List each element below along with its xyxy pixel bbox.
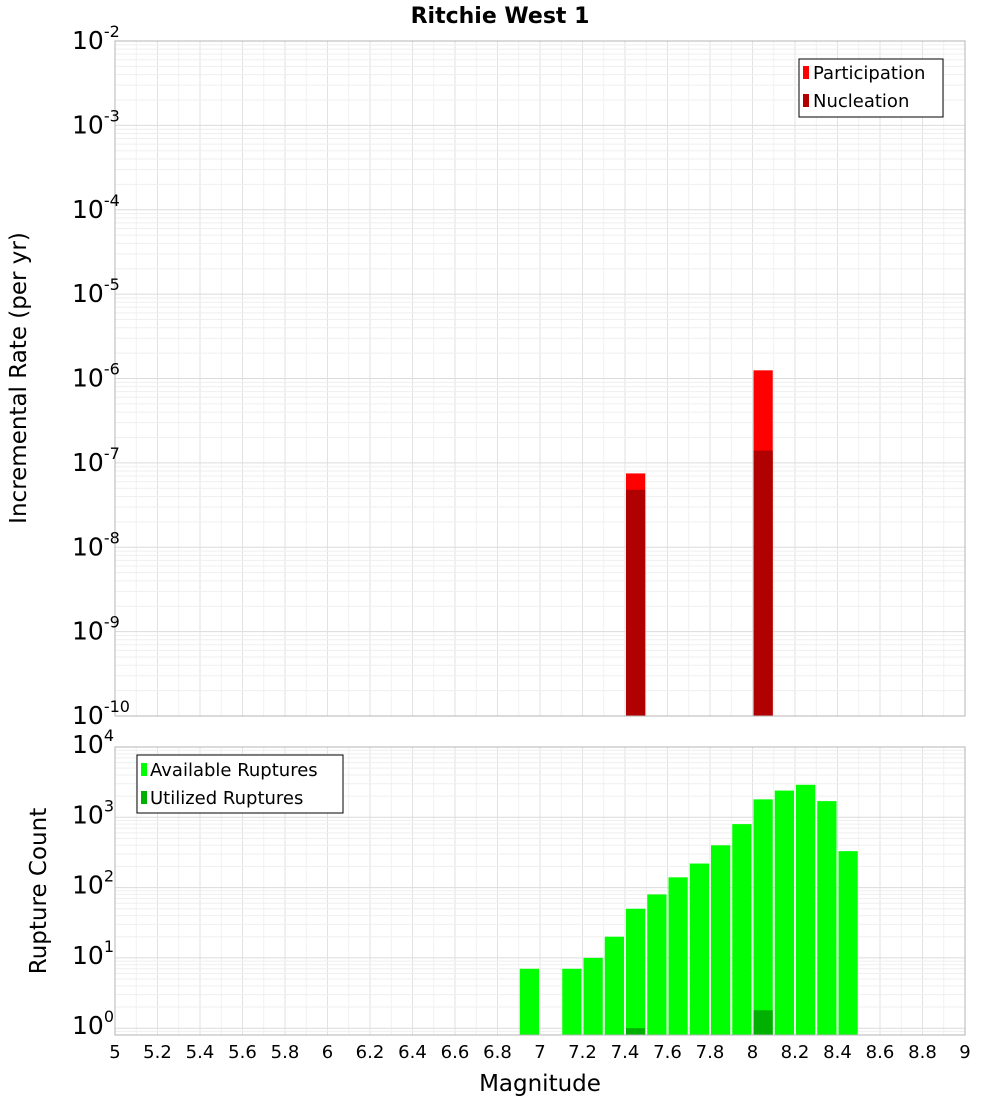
count-bar-available-ruptures bbox=[583, 957, 603, 1035]
count-y-tick-label: 103 bbox=[72, 796, 114, 829]
count-y-tick-label: 101 bbox=[72, 937, 114, 970]
count-bar-available-ruptures bbox=[647, 894, 667, 1035]
x-tick-label: 5.8 bbox=[271, 1042, 300, 1063]
rate-y-tick-label: 10-6 bbox=[72, 360, 120, 393]
rate-y-tick-label: 10-4 bbox=[72, 191, 120, 224]
utilized-legend-label: Utilized Ruptures bbox=[150, 788, 303, 809]
count-bar-available-ruptures bbox=[838, 851, 858, 1035]
rate-legend: Participation Nucleation bbox=[798, 58, 944, 118]
magnitude-x-ticks: 5 5.2 5.4 5.6 5.8 6 6.2 6.4 6.6 6.8 7 7.2 7.4 7.6 7.8 8… bbox=[109, 1042, 970, 1063]
count-bar-available-ruptures bbox=[711, 845, 731, 1035]
x-tick-label: 8.8 bbox=[908, 1042, 937, 1063]
count-bar-utilized-ruptures bbox=[753, 1010, 773, 1035]
count-y-ticks: 100 101 102 103 104 bbox=[72, 726, 114, 1040]
rate-y-ticks: 10-10 10-9 10-8 10-7 10-6 10-5 10-4 10-3 10-2 bbox=[72, 22, 130, 730]
count-plot: 100 101 102 103 104 5 5.2 5.4 5.6 5.8 6 6.2 6.4 6.6 6… bbox=[26, 726, 971, 1097]
count-bar-available-ruptures bbox=[774, 790, 794, 1035]
x-axis-label: Magnitude bbox=[479, 1071, 601, 1097]
count-y-tick-label: 104 bbox=[72, 726, 114, 759]
x-tick-label: 6.4 bbox=[398, 1042, 427, 1063]
rate-y-tick-label: 10-2 bbox=[72, 22, 120, 55]
nucleation-legend-label: Nucleation bbox=[813, 91, 909, 112]
chart-title: Ritchie West 1 bbox=[411, 4, 590, 29]
count-bar-available-ruptures bbox=[689, 863, 709, 1035]
x-tick-label: 7.4 bbox=[611, 1042, 640, 1063]
count-y-tick-label: 100 bbox=[72, 1007, 114, 1040]
count-bar-available-ruptures bbox=[817, 801, 837, 1035]
x-tick-label: 5.6 bbox=[228, 1042, 257, 1063]
x-tick-label: 7.2 bbox=[568, 1042, 597, 1063]
rate-plot: 10-10 10-9 10-8 10-7 10-6 10-5 10-4 10-3 10-2 In… bbox=[6, 22, 966, 730]
participation-legend-swatch bbox=[803, 66, 809, 79]
count-plot-frame bbox=[114, 746, 966, 1036]
rate-y-tick-label: 10-8 bbox=[72, 528, 120, 561]
x-tick-label: 5.2 bbox=[143, 1042, 172, 1063]
count-bar-utilized-ruptures bbox=[626, 1028, 646, 1035]
rate-bar-nucleation bbox=[626, 489, 646, 716]
count-bar-available-ruptures bbox=[519, 968, 539, 1035]
x-tick-label: 6.8 bbox=[483, 1042, 512, 1063]
nucleation-legend-swatch bbox=[803, 94, 809, 107]
x-tick-label: 6 bbox=[322, 1042, 333, 1063]
count-bar-available-ruptures bbox=[626, 908, 646, 1035]
x-tick-label: 8.4 bbox=[823, 1042, 852, 1063]
x-tick-label: 6.6 bbox=[441, 1042, 470, 1063]
x-tick-label: 5.4 bbox=[186, 1042, 215, 1063]
count-bar-available-ruptures bbox=[604, 936, 624, 1035]
rate-y-tick-label: 10-9 bbox=[72, 613, 120, 646]
rate-y-tick-label: 10-3 bbox=[72, 106, 120, 139]
rate-grid bbox=[114, 41, 966, 717]
x-tick-label: 8 bbox=[747, 1042, 758, 1063]
x-tick-label: 9 bbox=[959, 1042, 970, 1063]
count-bar-available-ruptures bbox=[732, 824, 752, 1035]
count-legend: Available Ruptures Utilized Ruptures bbox=[136, 754, 344, 814]
utilized-legend-swatch bbox=[141, 791, 147, 804]
rate-y-axis-label: Incremental Rate (per yr) bbox=[6, 232, 32, 524]
participation-legend-label: Participation bbox=[813, 63, 925, 84]
rate-legend-box bbox=[798, 58, 944, 118]
available-legend-swatch bbox=[141, 763, 147, 776]
rate-bar-nucleation bbox=[753, 450, 773, 716]
count-bar-available-ruptures bbox=[753, 799, 773, 1035]
count-bar-available-ruptures bbox=[668, 877, 688, 1035]
count-bar-available-ruptures bbox=[796, 784, 816, 1035]
x-tick-label: 8.2 bbox=[781, 1042, 810, 1063]
x-tick-label: 7.8 bbox=[696, 1042, 725, 1063]
rate-bars bbox=[626, 370, 773, 716]
available-legend-label: Available Ruptures bbox=[150, 760, 318, 781]
x-tick-label: 7.6 bbox=[653, 1042, 682, 1063]
x-tick-label: 5 bbox=[109, 1042, 120, 1063]
rate-y-tick-label: 10-10 bbox=[72, 697, 130, 730]
rate-y-tick-label: 10-5 bbox=[72, 275, 120, 308]
count-bars bbox=[519, 784, 858, 1035]
rate-y-tick-label: 10-7 bbox=[72, 444, 120, 477]
x-tick-label: 7 bbox=[534, 1042, 545, 1063]
x-tick-label: 6.2 bbox=[356, 1042, 385, 1063]
count-legend-box bbox=[136, 754, 344, 814]
x-tick-label: 8.6 bbox=[866, 1042, 895, 1063]
rate-plot-frame bbox=[114, 40, 966, 717]
count-y-axis-label: Rupture Count bbox=[26, 808, 52, 974]
count-y-tick-label: 102 bbox=[72, 867, 114, 900]
count-bar-available-ruptures bbox=[562, 968, 582, 1035]
